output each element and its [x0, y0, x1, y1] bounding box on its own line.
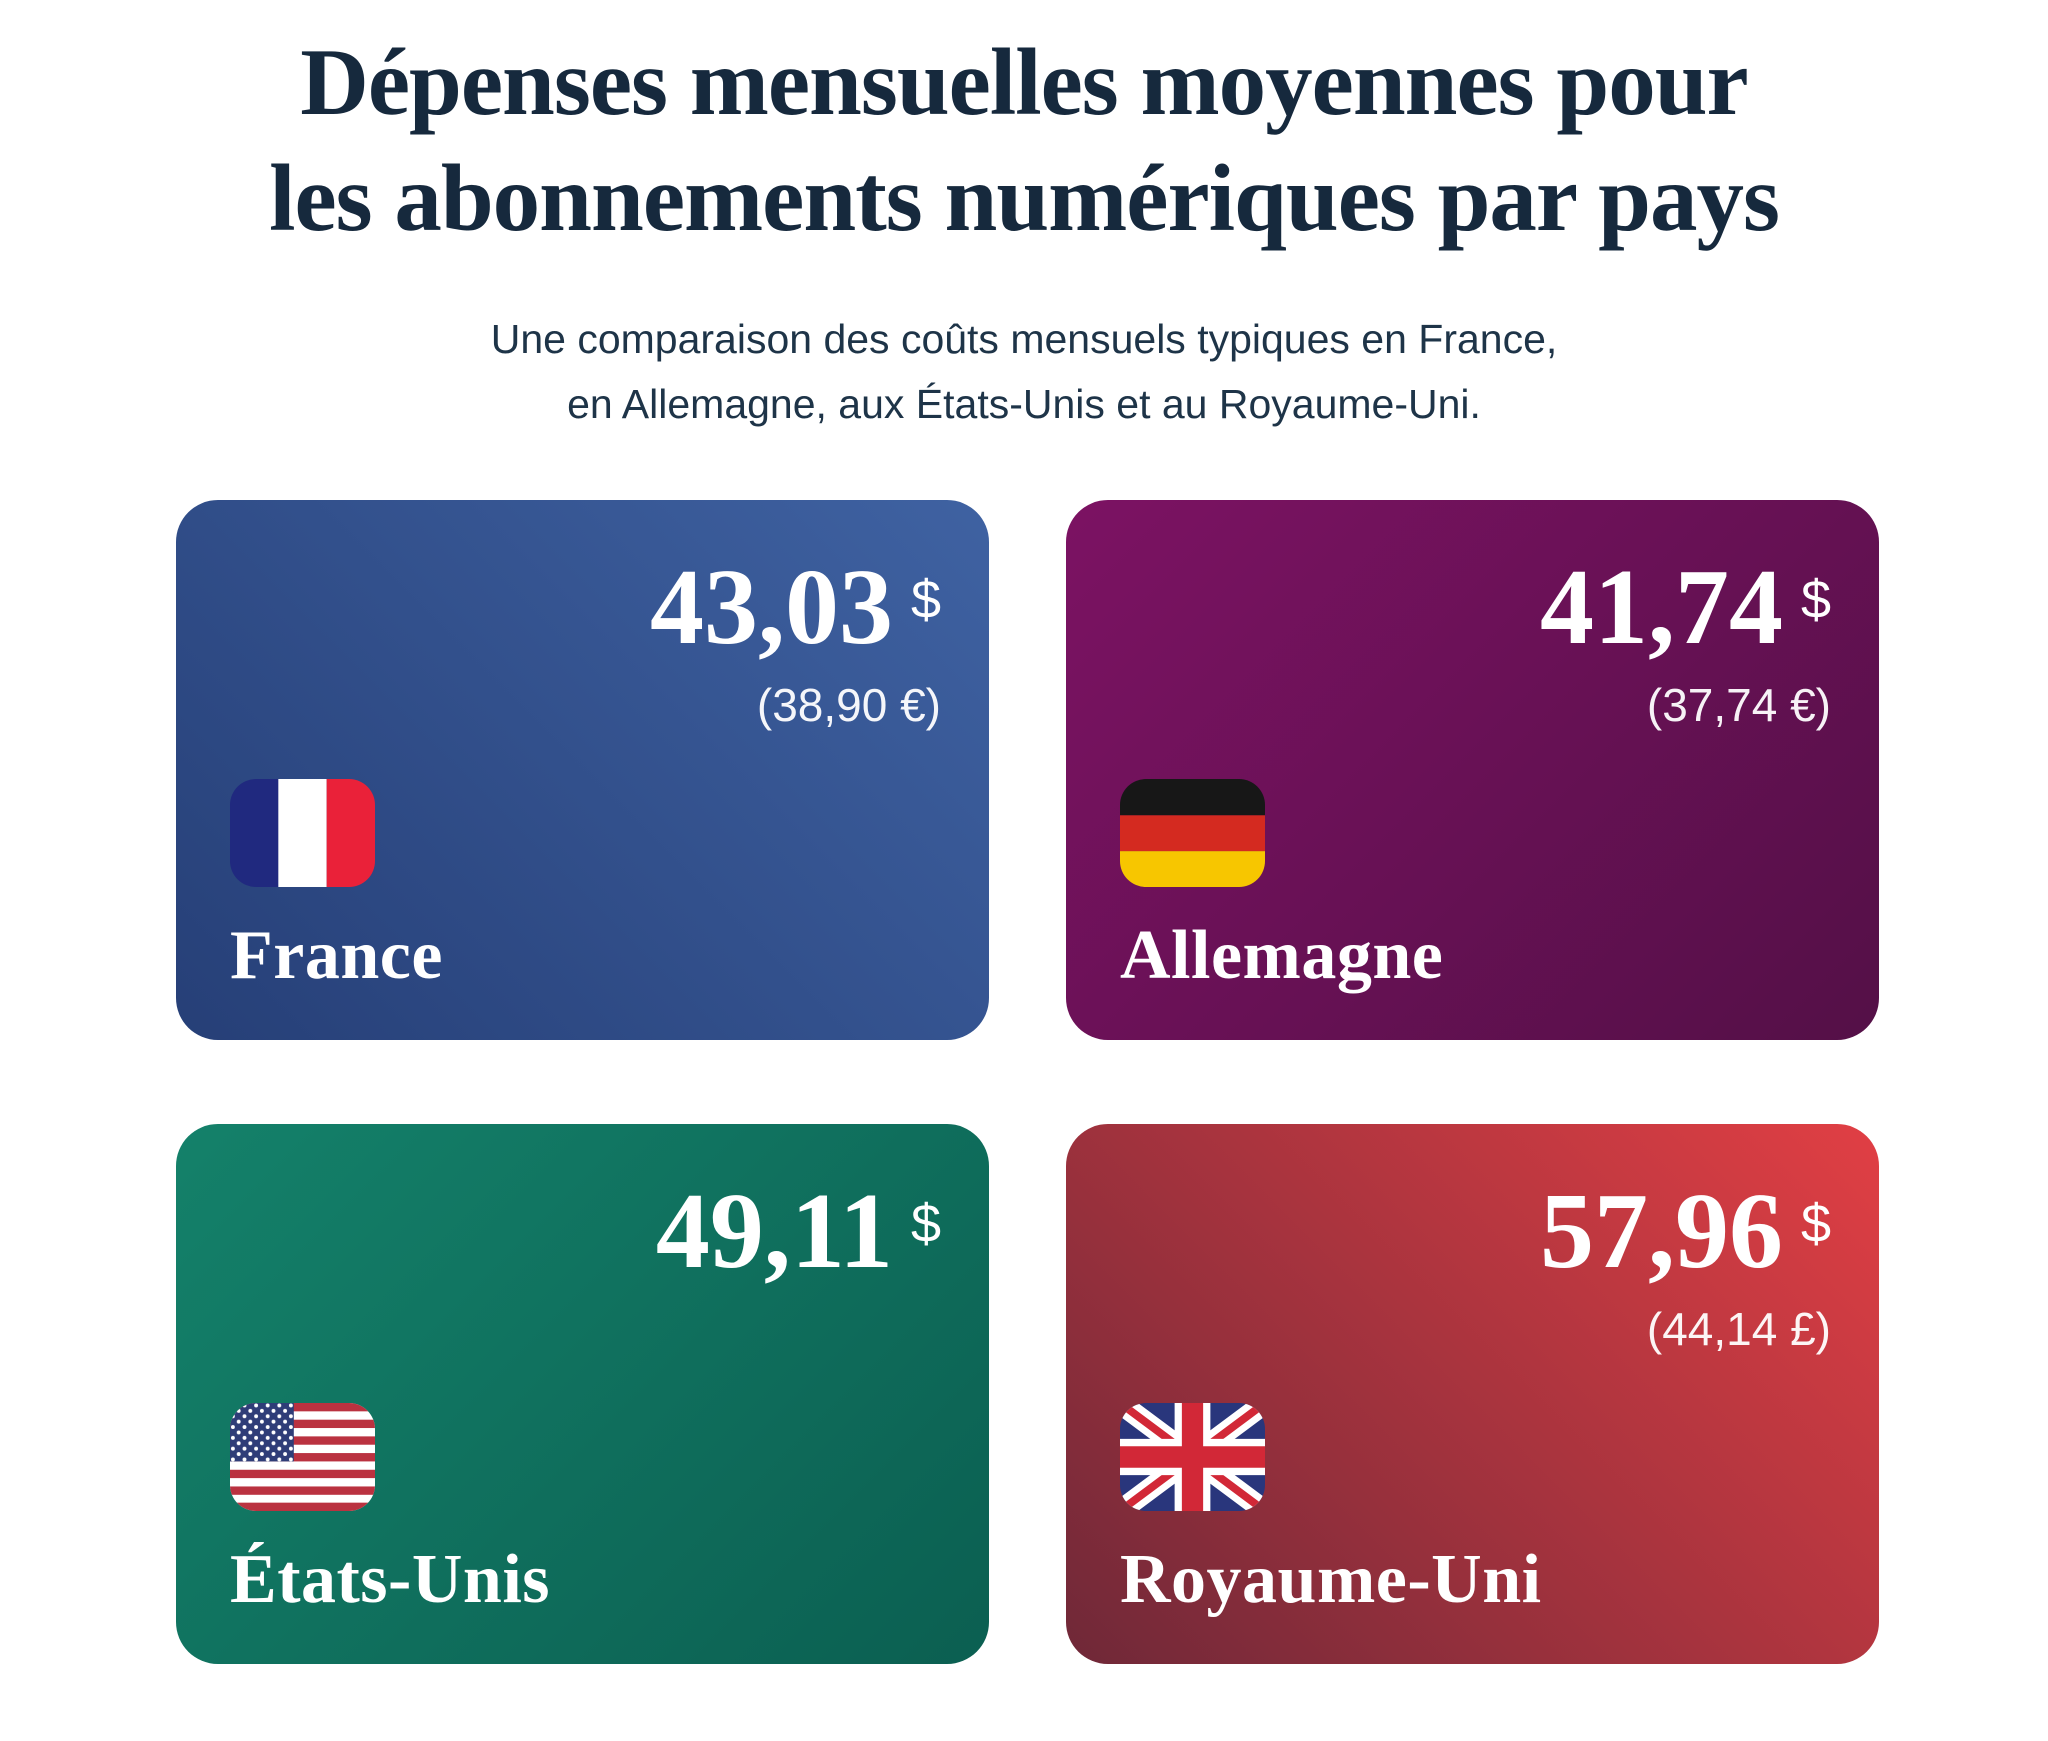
usa-country-label: États-Unis: [230, 1540, 551, 1618]
germany-flag-icon: [1120, 778, 1265, 887]
germany-amount-usd: 41,74: [1539, 547, 1783, 667]
france-card-bottom: France: [230, 778, 941, 994]
uk-country-label: Royaume-Uni: [1120, 1540, 1542, 1618]
france-amount-row: 43,03 $: [230, 547, 941, 667]
france-amount-usd: 43,03: [649, 547, 893, 667]
france-amount-block: 43,03 $ (38,90 €): [230, 547, 941, 732]
country-cards-grid: 43,03 $ (38,90 €) France 41,74 $ (37,74 …: [176, 499, 1879, 1664]
france-amount-local: (38,90 €): [756, 678, 941, 731]
germany-amount-block: 41,74 $ (37,74 €): [1120, 547, 1831, 732]
germany-amount-local: (37,74 €): [1646, 678, 1831, 731]
usa-amount-row: 49,11 $: [230, 1171, 941, 1291]
dollar-currency-symbol: $: [910, 1193, 941, 1254]
dollar-currency-symbol: $: [1800, 569, 1831, 630]
page-subtitle: Une comparaison des coûts mensuels typiq…: [0, 307, 2048, 438]
uk-amount-block: 57,96 $ (44,14 £): [1120, 1171, 1831, 1356]
page-title: Dépenses mensuelles moyennes pour les ab…: [60, 25, 1988, 257]
card-usa: 49,11 $: [176, 1123, 989, 1664]
germany-card-bottom: Allemagne: [1120, 778, 1831, 994]
page-title-line-1: Dépenses mensuelles moyennes pour: [300, 29, 1748, 135]
page-subtitle-line-2: en Allemagne, aux États-Unis et au Royau…: [567, 381, 1481, 428]
usa-flag-icon: [230, 1402, 375, 1511]
page-subtitle-line-1: Une comparaison des coûts mensuels typiq…: [490, 315, 1558, 362]
usa-amount-usd: 49,11: [655, 1171, 893, 1291]
usa-amount-block: 49,11 $: [230, 1171, 941, 1302]
usa-card-bottom: États-Unis: [230, 1402, 941, 1618]
germany-country-label: Allemagne: [1120, 916, 1444, 994]
uk-amount-local: (44,14 £): [1646, 1302, 1831, 1355]
uk-amount-row: 57,96 $: [1120, 1171, 1831, 1291]
page-title-line-2: les abonnements numériques par pays: [269, 144, 1780, 251]
germany-amount-row: 41,74 $: [1120, 547, 1831, 667]
france-flag-icon: [230, 778, 375, 887]
france-country-label: France: [230, 916, 443, 994]
uk-amount-usd: 57,96: [1539, 1171, 1783, 1291]
dollar-currency-symbol: $: [910, 569, 941, 630]
card-germany: 41,74 $ (37,74 €) Allemagne: [1066, 499, 1879, 1040]
card-uk: 57,96 $ (44,14 £) Royaume-Uni: [1066, 1123, 1879, 1664]
card-france: 43,03 $ (38,90 €) France: [176, 499, 989, 1040]
uk-flag-icon: [1120, 1402, 1265, 1511]
dollar-currency-symbol: $: [1800, 1193, 1831, 1254]
uk-card-bottom: Royaume-Uni: [1120, 1402, 1831, 1618]
